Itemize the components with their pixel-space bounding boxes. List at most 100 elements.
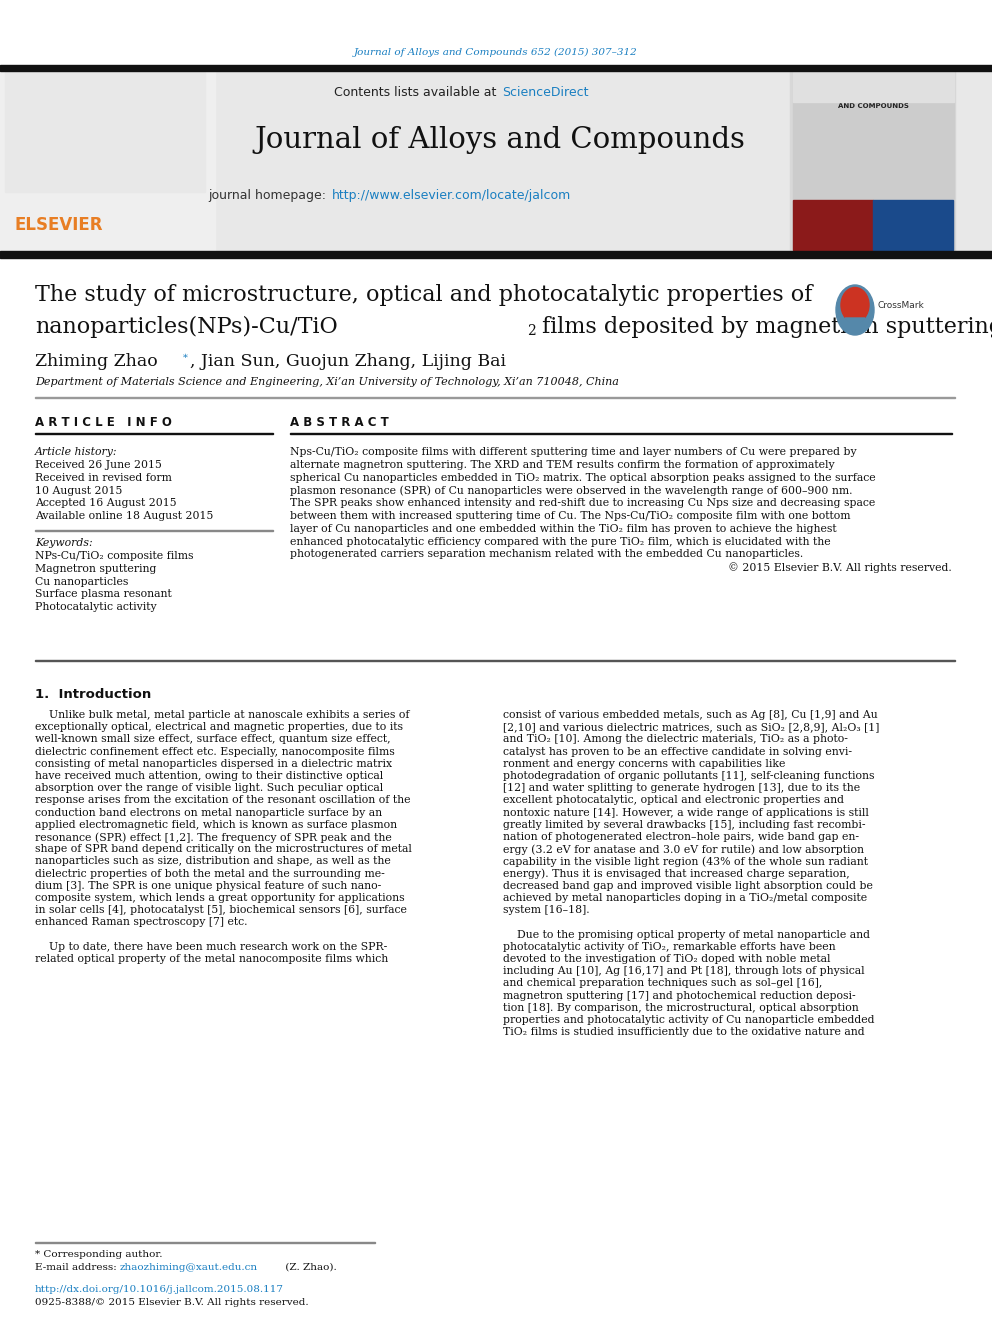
Text: A R T I C L E   I N F O: A R T I C L E I N F O [35,415,172,429]
Bar [793,200,873,250]
Text: Cu nanoparticles: Cu nanoparticles [35,577,128,586]
Bar [873,200,953,250]
Text: dielectric properties of both the metal and the surrounding me-: dielectric properties of both the metal … [35,869,385,878]
Text: Photocatalytic activity: Photocatalytic activity [35,602,157,613]
Text: Nps-Cu/TiO₂ composite films with different sputtering time and layer numbers of : Nps-Cu/TiO₂ composite films with differe… [290,447,857,456]
Text: system [16–18].: system [16–18]. [503,905,589,916]
Text: photogenerated carriers separation mechanism related with the embedded Cu nanopa: photogenerated carriers separation mecha… [290,549,804,560]
Text: resonance (SPR) effect [1,2]. The frequency of SPR peak and the: resonance (SPR) effect [1,2]. The freque… [35,832,392,843]
Text: 2: 2 [527,324,536,337]
Text: Unlike bulk metal, metal particle at nanoscale exhibits a series of: Unlike bulk metal, metal particle at nan… [35,710,410,720]
Text: energy). Thus it is envisaged that increased charge separation,: energy). Thus it is envisaged that incre… [503,869,850,880]
Text: ScienceDirect: ScienceDirect [502,86,588,99]
Text: composite system, which lends a great opportunity for applications: composite system, which lends a great op… [35,893,405,904]
Text: TiO₂ films is studied insufficiently due to the oxidative nature and: TiO₂ films is studied insufficiently due… [503,1027,865,1037]
Text: Received in revised form: Received in revised form [35,472,172,483]
Text: zhaozhiming@xaut.edu.cn: zhaozhiming@xaut.edu.cn [120,1263,258,1271]
Text: 10 August 2015: 10 August 2015 [35,486,122,496]
Text: enhanced Raman spectroscopy [7] etc.: enhanced Raman spectroscopy [7] etc. [35,917,247,927]
Text: Received 26 June 2015: Received 26 June 2015 [35,460,162,470]
Text: have received much attention, owing to their distinctive optical: have received much attention, owing to t… [35,771,383,781]
Bar [793,71,954,102]
Text: tion [18]. By comparison, the microstructural, optical absorption: tion [18]. By comparison, the microstruc… [503,1003,859,1013]
Text: The SPR peaks show enhanced intensity and red-shift due to increasing Cu Nps siz: The SPR peaks show enhanced intensity an… [290,499,875,508]
Text: in solar cells [4], photocatalyst [5], biochemical sensors [6], surface: in solar cells [4], photocatalyst [5], b… [35,905,407,916]
Text: magnetron sputtering [17] and photochemical reduction deposi-: magnetron sputtering [17] and photochemi… [503,991,856,1000]
Text: The study of microstructure, optical and photocatalytic properties of: The study of microstructure, optical and… [35,284,812,306]
Text: capability in the visible light region (43% of the whole sun radiant: capability in the visible light region (… [503,856,868,867]
Text: excellent photocatalytic, optical and electronic properties and: excellent photocatalytic, optical and el… [503,795,844,806]
Text: Up to date, there have been much research work on the SPR-: Up to date, there have been much researc… [35,942,387,951]
Text: exceptionally optical, electrical and magnetic properties, due to its: exceptionally optical, electrical and ma… [35,722,403,732]
Text: , Jian Sun, Guojun Zhang, Lijing Bai: , Jian Sun, Guojun Zhang, Lijing Bai [190,353,506,370]
Text: films deposited by magnetron sputtering: films deposited by magnetron sputtering [535,316,992,337]
Text: consist of various embedded metals, such as Ag [8], Cu [1,9] and Au: consist of various embedded metals, such… [503,710,878,720]
Text: (Z. Zhao).: (Z. Zhao). [282,1263,336,1271]
Text: shape of SPR band depend critically on the microstructures of metal: shape of SPR band depend critically on t… [35,844,412,855]
Text: Surface plasma resonant: Surface plasma resonant [35,590,172,599]
Polygon shape [845,318,865,329]
Text: CrossMark: CrossMark [878,300,925,310]
Text: between them with increased sputtering time of Cu. The Nps-Cu/TiO₂ composite fil: between them with increased sputtering t… [290,511,850,521]
Text: © 2015 Elsevier B.V. All rights reserved.: © 2015 Elsevier B.V. All rights reserved… [728,562,952,573]
Text: journal homepage:: journal homepage: [208,188,330,201]
Text: ELSEVIER: ELSEVIER [15,216,103,234]
Text: ergy (3.2 eV for anatase and 3.0 eV for rutile) and low absorption: ergy (3.2 eV for anatase and 3.0 eV for … [503,844,864,855]
Text: [2,10] and various dielectric matrices, such as SiO₂ [2,8,9], Al₂O₃ [1]: [2,10] and various dielectric matrices, … [503,722,879,732]
Text: related optical property of the metal nanocomposite films which: related optical property of the metal na… [35,954,388,964]
Text: ⁎: ⁎ [183,351,187,360]
Text: nanoparticles(NPs)-Cu/TiO: nanoparticles(NPs)-Cu/TiO [35,316,337,339]
Text: applied electromagnetic field, which is known as surface plasmon: applied electromagnetic field, which is … [35,820,397,830]
Text: * Corresponding author.: * Corresponding author. [35,1250,163,1259]
Text: Article history:: Article history: [35,447,117,456]
Text: Contents lists available at: Contents lists available at [333,86,500,99]
Text: including Au [10], Ag [16,17] and Pt [18], through lots of physical: including Au [10], Ag [16,17] and Pt [18… [503,966,865,976]
Text: Accepted 16 August 2015: Accepted 16 August 2015 [35,499,177,508]
Text: layer of Cu nanoparticles and one embedded within the TiO₂ film has proven to ac: layer of Cu nanoparticles and one embedd… [290,524,836,533]
Text: alternate magnetron sputtering. The XRD and TEM results confirm the formation of: alternate magnetron sputtering. The XRD … [290,460,834,470]
Text: photocatalytic activity of TiO₂, remarkable efforts have been: photocatalytic activity of TiO₂, remarka… [503,942,835,951]
Text: well-known small size effect, surface effect, quantum size effect,: well-known small size effect, surface ef… [35,734,391,745]
Text: Magnetron sputtering: Magnetron sputtering [35,564,157,574]
Text: plasmon resonance (SPR) of Cu nanoparticles were observed in the wavelength rang: plasmon resonance (SPR) of Cu nanopartic… [290,486,852,496]
Text: NPs-Cu/TiO₂ composite films: NPs-Cu/TiO₂ composite films [35,550,193,561]
Text: Department of Materials Science and Engineering, Xi’an University of Technology,: Department of Materials Science and Engi… [35,377,619,388]
Text: photodegradation of organic pollutants [11], self-cleaning functions: photodegradation of organic pollutants [… [503,771,875,781]
Text: Journal of
ALLOYS
AND COMPOUNDS: Journal of ALLOYS AND COMPOUNDS [837,89,909,108]
Text: achieved by metal nanoparticles doping in a TiO₂/metal composite: achieved by metal nanoparticles doping i… [503,893,867,904]
Bar [0,65,992,71]
Text: catalyst has proven to be an effective candidate in solving envi-: catalyst has proven to be an effective c… [503,746,852,757]
Text: absorption over the range of visible light. Such peculiar optical: absorption over the range of visible lig… [35,783,383,794]
Text: devoted to the investigation of TiO₂ doped with noble metal: devoted to the investigation of TiO₂ dop… [503,954,830,964]
Text: http://www.elsevier.com/locate/jalcom: http://www.elsevier.com/locate/jalcom [332,188,571,201]
Text: response arises from the excitation of the resonant oscillation of the: response arises from the excitation of t… [35,795,411,806]
Text: and chemical preparation techniques such as sol–gel [16],: and chemical preparation techniques such… [503,979,822,988]
Text: nontoxic nature [14]. However, a wide range of applications is still: nontoxic nature [14]. However, a wide ra… [503,807,869,818]
Bar [0,71,992,251]
Text: Keywords:: Keywords: [35,538,92,548]
Text: A B S T R A C T: A B S T R A C T [290,415,389,429]
Bar [0,251,992,258]
Bar [0,71,215,251]
Text: consisting of metal nanoparticles dispersed in a dielectric matrix: consisting of metal nanoparticles disper… [35,759,392,769]
Text: 0925-8388/© 2015 Elsevier B.V. All rights reserved.: 0925-8388/© 2015 Elsevier B.V. All right… [35,1298,309,1307]
Text: enhanced photocatalytic efficiency compared with the pure TiO₂ film, which is el: enhanced photocatalytic efficiency compa… [290,537,830,546]
Text: E-mail address:: E-mail address: [35,1263,120,1271]
Text: [12] and water splitting to generate hydrogen [13], due to its the: [12] and water splitting to generate hyd… [503,783,860,794]
Text: decreased band gap and improved visible light absorption could be: decreased band gap and improved visible … [503,881,873,890]
Text: http://dx.doi.org/10.1016/j.jallcom.2015.08.117: http://dx.doi.org/10.1016/j.jallcom.2015… [35,1285,284,1294]
Text: Journal of Alloys and Compounds 652 (2015) 307–312: Journal of Alloys and Compounds 652 (201… [354,48,638,57]
Text: Zhiming Zhao: Zhiming Zhao [35,353,158,370]
Ellipse shape [841,287,869,323]
Text: and TiO₂ [10]. Among the dielectric materials, TiO₂ as a photo-: and TiO₂ [10]. Among the dielectric mate… [503,734,848,745]
Text: properties and photocatalytic activity of Cu nanoparticle embedded: properties and photocatalytic activity o… [503,1015,875,1025]
Ellipse shape [836,284,874,335]
Bar [793,71,954,250]
Text: conduction band electrons on metal nanoparticle surface by an: conduction band electrons on metal nanop… [35,807,382,818]
Text: nanoparticles such as size, distribution and shape, as well as the: nanoparticles such as size, distribution… [35,856,391,867]
Text: nation of photogenerated electron–hole pairs, wide band gap en-: nation of photogenerated electron–hole p… [503,832,859,841]
Text: greatly limited by several drawbacks [15], including fast recombi-: greatly limited by several drawbacks [15… [503,820,865,830]
Bar [5,71,205,192]
Text: Due to the promising optical property of metal nanoparticle and: Due to the promising optical property of… [503,930,870,939]
Text: ronment and energy concerns with capabilities like: ronment and energy concerns with capabil… [503,759,786,769]
